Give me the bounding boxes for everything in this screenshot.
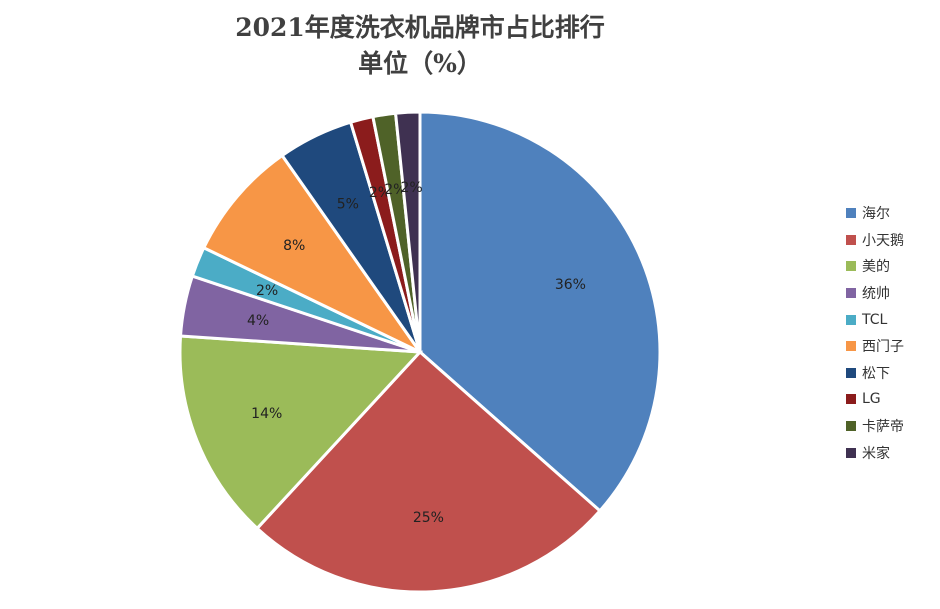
data-label-3: 4% [247,313,269,329]
legend-swatch [846,394,856,405]
legend-item-1: 小天鹅 [846,227,904,254]
legend-item-0: 海尔 [846,200,904,227]
legend-label: 海尔 [862,206,890,223]
legend-item-5: 西门子 [846,333,904,360]
legend-swatch [846,234,856,245]
legend-item-2: 美的 [846,253,904,280]
legend-label: 松下 [862,365,890,382]
legend-item-8: 卡萨帝 [846,413,904,440]
chart-title: 2021年度洗衣机品牌市占比排行 [235,13,605,42]
chart-subtitle: 单位（%） [358,49,482,78]
legend-item-6: 松下 [846,360,904,387]
legend-item-9: 米家 [846,439,904,466]
data-label-2: 14% [251,406,282,422]
legend-item-4: TCL [846,306,904,333]
data-label-5: 8% [283,238,305,254]
legend-label: 西门子 [862,339,904,356]
legend-label: 米家 [862,445,890,462]
legend-swatch [846,421,856,432]
legend-label: TCL [862,311,888,328]
data-label-8: 2% [384,182,406,198]
legend-item-3: 统帅 [846,280,904,307]
chart-title-block: 2021年度洗衣机品牌市占比排行 单位（%） [150,10,690,82]
pie-slice-5 [201,153,425,356]
legend-label: 卡萨帝 [862,419,904,436]
legend-label: LG [862,391,881,408]
legend-swatch [846,314,856,325]
pie-slice-9 [393,110,422,353]
legend-label: 小天鹅 [862,232,904,249]
data-label-1: 25% [413,510,444,526]
legend-item-7: LG [846,386,904,413]
legend-swatch [846,447,856,458]
data-label-7: 2% [369,185,391,201]
legend-label: 统帅 [862,286,890,303]
legend-swatch [846,261,856,272]
legend-swatch [846,367,856,378]
pie-slice-0 [418,110,662,513]
data-label-6: 5% [337,197,359,213]
data-label-0: 36% [555,277,586,293]
pie-slice-2 [178,334,424,531]
legend-swatch [846,208,856,219]
legend-label: 美的 [862,259,890,276]
data-label-9: 2% [400,180,422,196]
legend-swatch [846,288,856,299]
pie-slice-1 [255,349,603,594]
data-label-4: 2% [256,283,278,299]
legend-swatch [846,341,856,352]
chart-legend: 海尔小天鹅美的统帅 TCL 西门子松下 LG 卡萨帝米家 [846,200,904,466]
